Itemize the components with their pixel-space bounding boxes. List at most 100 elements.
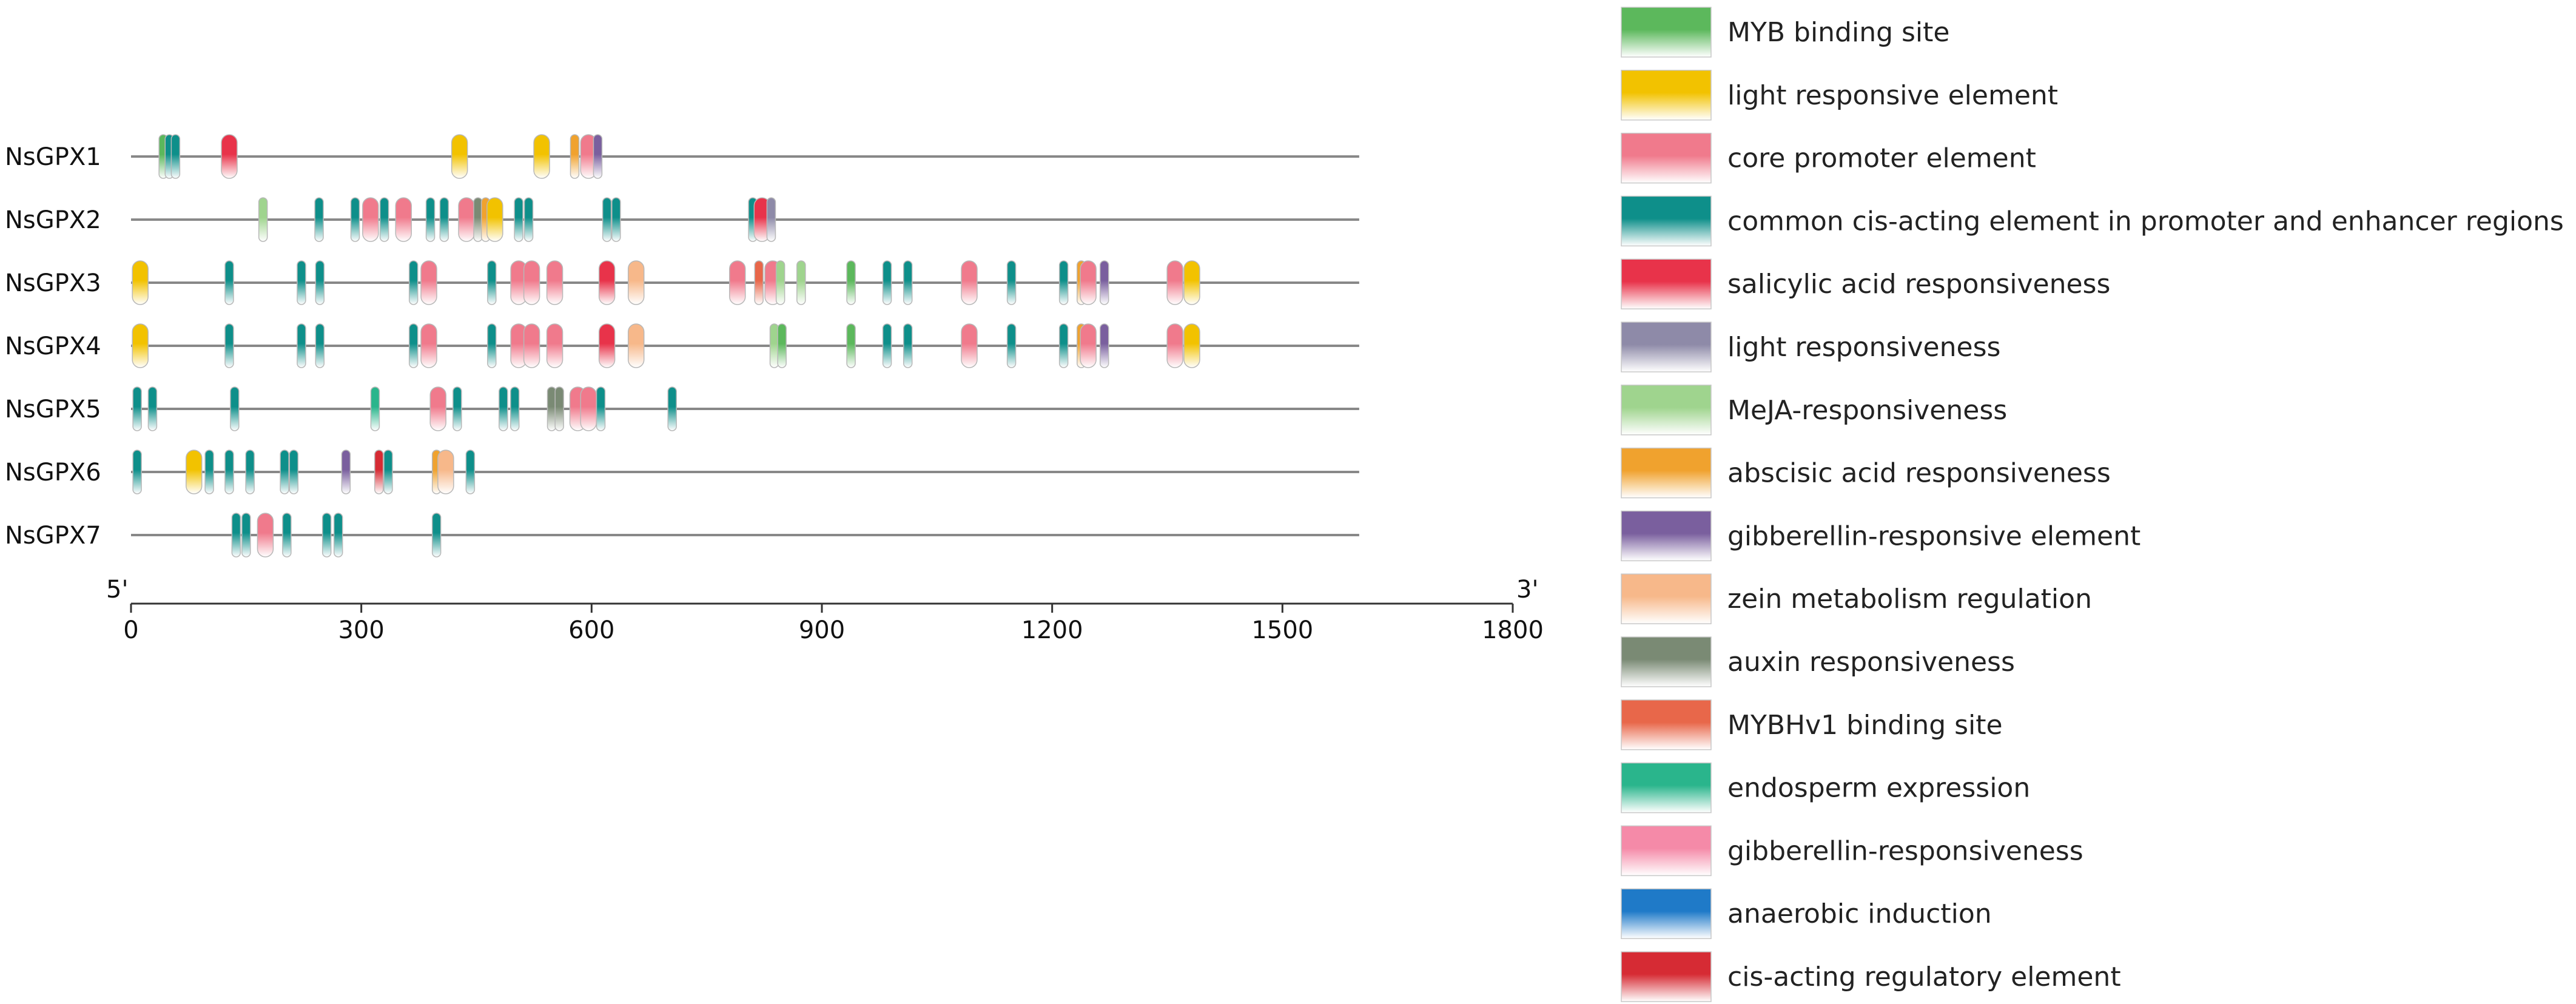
- motif-common: [147, 386, 158, 431]
- motif-common: [289, 450, 299, 494]
- three-prime-label: 3': [1516, 576, 1538, 604]
- legend-label: core promoter element: [1727, 143, 2036, 174]
- legend-swatch: [1621, 825, 1712, 877]
- legend-swatch: [1621, 7, 1712, 58]
- motif-meja: [796, 260, 806, 305]
- legend-item-myb: MYB binding site: [1621, 7, 1949, 58]
- motif-common: [439, 197, 449, 242]
- legend-swatch: [1621, 510, 1712, 562]
- gene-track-nsgpx3: NsGPX3: [5, 260, 1359, 305]
- motif-common: [314, 197, 324, 242]
- motif-core: [523, 323, 540, 368]
- motif-common: [431, 513, 442, 558]
- motif-common: [596, 386, 606, 431]
- gene-track-nsgpx1: NsGPX1: [5, 134, 1359, 179]
- tick-label: 1200: [1021, 616, 1083, 644]
- motif-core: [546, 260, 563, 305]
- motif-zein: [437, 450, 454, 494]
- motif-common: [465, 450, 476, 494]
- position-axis: 5' 3' 0 300 600 900 1200 1500 1800: [106, 576, 1544, 644]
- motif-common: [231, 513, 241, 558]
- legend-label: light responsive element: [1727, 80, 2058, 111]
- motif-common: [224, 323, 234, 368]
- legend-item-light-elem: light responsive element: [1621, 70, 2058, 121]
- motif-ga-elem: [593, 134, 603, 179]
- motif-core: [1080, 260, 1097, 305]
- legend-swatch: [1621, 258, 1712, 309]
- legend-label: common cis-acting element in promoter an…: [1727, 206, 2564, 237]
- legend-label: MeJA-responsiveness: [1727, 395, 2007, 426]
- gene-label: NsGPX7: [5, 522, 101, 550]
- legend-label: salicylic acid responsiveness: [1727, 269, 2110, 300]
- motif-common: [297, 323, 306, 368]
- motif-aba: [570, 134, 580, 179]
- legend-item-endo: endosperm expression: [1621, 762, 2030, 814]
- motif-common: [132, 450, 142, 494]
- motif-ga-elem: [341, 450, 351, 494]
- motif-light-elem: [1183, 323, 1200, 368]
- motif-zein: [627, 323, 645, 368]
- motif-common: [882, 260, 892, 305]
- motif-light-elem: [1183, 260, 1200, 305]
- gene-label: NsGPX2: [5, 206, 101, 234]
- motif-core: [523, 260, 540, 305]
- legend-swatch: [1621, 195, 1712, 247]
- motif-common: [499, 386, 508, 431]
- motif-common: [333, 513, 343, 558]
- motif-common: [903, 323, 913, 368]
- legend-item-anaer: anaerobic induction: [1621, 888, 1992, 939]
- motif-zein: [627, 260, 645, 305]
- motif-cis: [374, 450, 384, 494]
- legend-swatch: [1621, 951, 1712, 1002]
- legend-item-ga-resp: gibberellin-responsiveness: [1621, 825, 2083, 877]
- legend-swatch: [1621, 447, 1712, 499]
- motif-light-resp: [766, 197, 776, 242]
- motif-common: [245, 450, 255, 494]
- motif-common: [170, 134, 181, 179]
- motif-common: [297, 260, 306, 305]
- legend-item-meja: MeJA-responsiveness: [1621, 385, 2007, 436]
- legend-swatch: [1621, 636, 1712, 687]
- motif-common: [408, 323, 419, 368]
- motif-common: [315, 323, 325, 368]
- motif-light-elem: [486, 197, 503, 242]
- legend-label: MYB binding site: [1727, 17, 1949, 48]
- motif-common: [204, 450, 214, 494]
- gene-track-nsgpx2: NsGPX2: [5, 197, 1359, 242]
- motif-common: [315, 260, 325, 305]
- legend-label: gibberellin-responsiveness: [1727, 835, 2083, 866]
- motif-common: [452, 386, 462, 431]
- motif-myb: [846, 323, 856, 368]
- motif-common: [1058, 323, 1069, 368]
- legend-swatch: [1621, 322, 1712, 372]
- legend-label: anaerobic induction: [1727, 898, 1992, 929]
- motif-common: [230, 386, 240, 431]
- legend-swatch: [1621, 762, 1712, 814]
- legend-label: MYBHv1 binding site: [1727, 710, 2003, 741]
- motif-common: [611, 197, 621, 242]
- motif-auxin: [546, 386, 557, 431]
- motif-common: [132, 386, 142, 431]
- motif-common: [224, 260, 234, 305]
- legend-label: abscisic acid responsiveness: [1727, 458, 2111, 489]
- motif-sa: [221, 134, 238, 179]
- motif-myb: [846, 260, 856, 305]
- motif-core: [546, 323, 563, 368]
- motif-common: [224, 450, 234, 494]
- motif-common: [425, 197, 435, 242]
- legend-swatch: [1621, 888, 1712, 939]
- legend-label: auxin responsiveness: [1727, 647, 2015, 678]
- motif-common: [1006, 260, 1017, 305]
- motif-core: [961, 260, 978, 305]
- motif-ga-elem: [1099, 260, 1109, 305]
- motif-core: [458, 197, 475, 242]
- motif-common: [383, 450, 393, 494]
- legend-label: gibberellin-responsive element: [1727, 521, 2141, 551]
- motif-auxin: [473, 197, 483, 242]
- motif-common: [350, 197, 360, 242]
- motif-common: [523, 197, 534, 242]
- legend-item-auxin: auxin responsiveness: [1621, 636, 2015, 687]
- gene-tracks: NsGPX1 NsGPX2 NsGPX3 NsGPX4 NsGPX5 NsGPX6 NsGP…: [5, 134, 1359, 558]
- gene-track-nsgpx6: NsGPX6: [5, 450, 1359, 494]
- motif-core: [420, 323, 437, 368]
